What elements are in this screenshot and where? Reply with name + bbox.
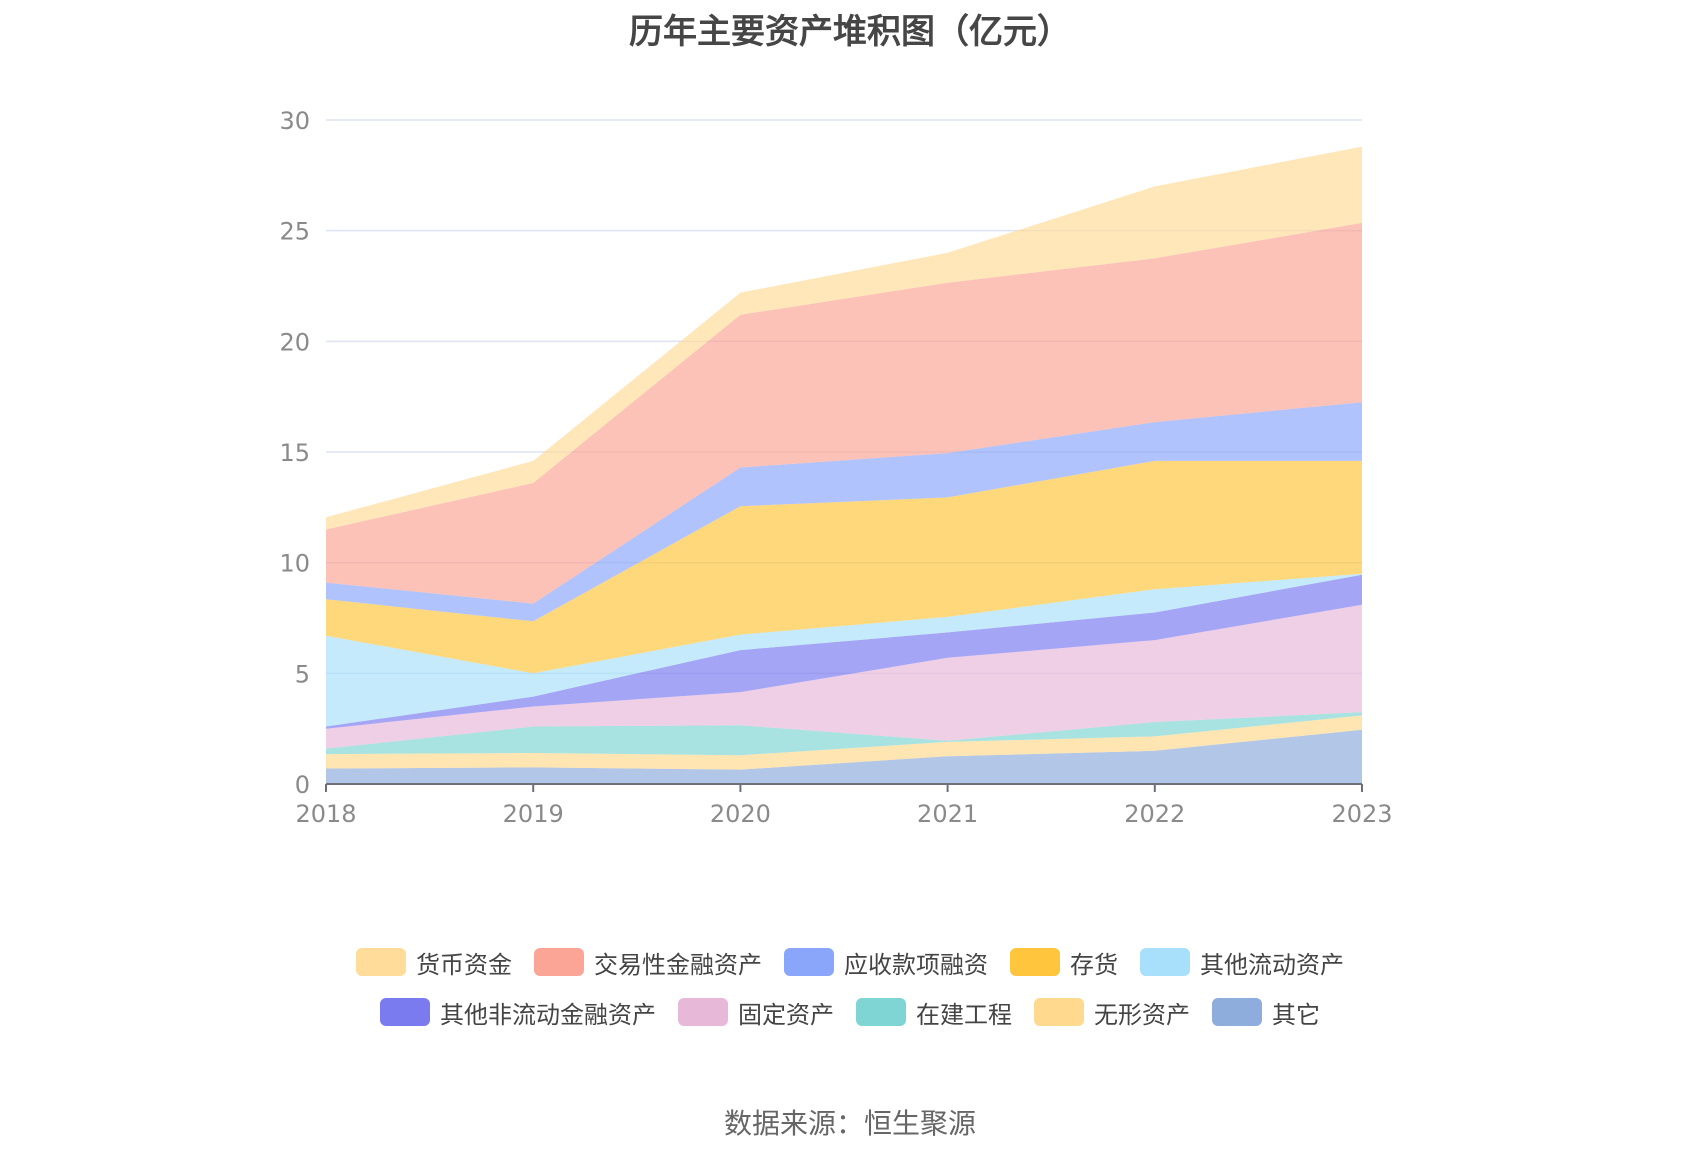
- y-tick-label: 20: [279, 328, 310, 356]
- legend-item[interactable]: 无形资产: [1034, 998, 1190, 1029]
- legend-swatch: [380, 998, 430, 1026]
- legend-item[interactable]: 存货: [1010, 948, 1118, 979]
- legend-label: 固定资产: [738, 1000, 834, 1029]
- x-tick-label: 2021: [917, 800, 978, 828]
- legend-item[interactable]: 应收款项融资: [784, 948, 988, 979]
- x-tick-label: 2023: [1331, 800, 1392, 828]
- area-series-3: [326, 604, 1362, 749]
- chart-title: 历年主要资产堆积图（亿元）: [629, 12, 1071, 52]
- area-series-2: [326, 712, 1362, 756]
- legend-row: 其他非流动金融资产 固定资产 在建工程 无形资产 其它: [0, 998, 1700, 1029]
- legend-label: 其他流动资产: [1200, 950, 1344, 979]
- area-series: [326, 146, 1362, 784]
- y-tick-label: 30: [279, 107, 310, 135]
- x-tick-label: 2019: [503, 800, 564, 828]
- y-tick-label: 25: [279, 218, 310, 246]
- legend-item[interactable]: 其他非流动金融资产: [380, 998, 656, 1029]
- legend-item[interactable]: 固定资产: [678, 998, 834, 1029]
- area-series-7: [326, 402, 1362, 622]
- legend-swatch: [1140, 948, 1190, 976]
- area-series-8: [326, 222, 1362, 604]
- legend-item[interactable]: 其他流动资产: [1140, 948, 1344, 979]
- x-tick-label: 2020: [710, 800, 771, 828]
- legend-swatch: [856, 998, 906, 1026]
- y-tick-label: 5: [295, 660, 310, 688]
- data-source-note: 数据来源：恒生聚源: [723, 1107, 976, 1140]
- legend-label: 交易性金融资产: [594, 950, 762, 979]
- legend-label: 存货: [1070, 950, 1118, 979]
- legend-swatch: [1212, 998, 1262, 1026]
- legend-swatch: [1034, 998, 1084, 1026]
- legend-item[interactable]: 其它: [1212, 998, 1320, 1029]
- legend-label: 货币资金: [416, 950, 512, 979]
- legend-swatch: [678, 998, 728, 1026]
- legend-item[interactable]: 交易性金融资产: [534, 948, 762, 979]
- legend: 货币资金 交易性金融资产 应收款项融资 存货 其他流动资产其他非流动金融资产 固定资产 在建…: [0, 948, 1700, 1048]
- axes: 0 5 10 15 20 25 30 2018 2019 2020 2021 2022 2023: [279, 107, 1392, 828]
- legend-label: 其他非流动金融资产: [440, 1000, 656, 1029]
- legend-label: 应收款项融资: [844, 950, 988, 979]
- legend-swatch: [356, 948, 406, 976]
- area-series-0: [326, 729, 1362, 784]
- x-tick-label: 2022: [1124, 800, 1185, 828]
- legend-swatch: [534, 948, 584, 976]
- area-series-1: [326, 715, 1362, 770]
- legend-item[interactable]: 货币资金: [356, 948, 512, 979]
- y-tick-label: 0: [295, 771, 310, 799]
- legend-swatch: [1010, 948, 1060, 976]
- area-series-6: [326, 460, 1362, 674]
- y-tick-label: 10: [279, 550, 310, 578]
- legend-label: 其它: [1272, 1000, 1320, 1029]
- legend-item[interactable]: 在建工程: [856, 998, 1012, 1029]
- legend-row: 货币资金 交易性金融资产 应收款项融资 存货 其他流动资产: [0, 948, 1700, 979]
- area-series-4: [326, 574, 1362, 729]
- y-tick-label: 15: [279, 439, 310, 467]
- area-series-5: [326, 573, 1362, 727]
- legend-label: 在建工程: [916, 1000, 1012, 1029]
- legend-swatch: [784, 948, 834, 976]
- x-tick-label: 2018: [295, 800, 356, 828]
- area-series-9: [326, 146, 1362, 530]
- legend-label: 无形资产: [1094, 1000, 1190, 1029]
